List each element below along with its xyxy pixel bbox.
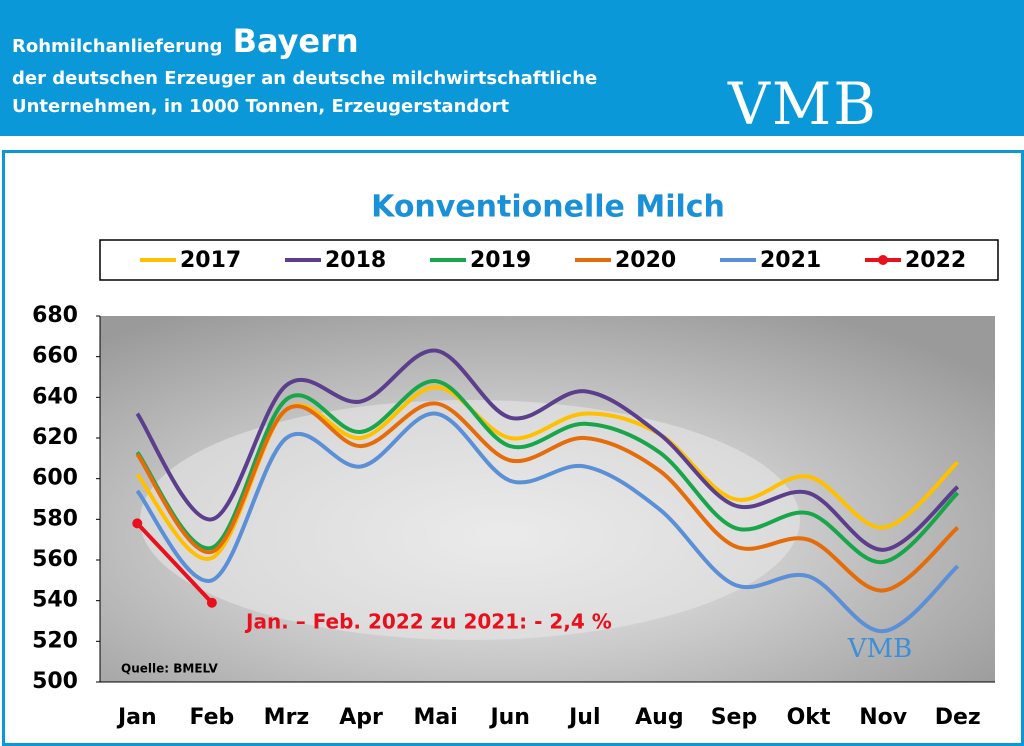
legend xyxy=(99,239,999,281)
legend-label: 2019 xyxy=(470,248,531,273)
y-tick-label: 520 xyxy=(32,628,78,653)
x-tick-label: Apr xyxy=(339,705,383,730)
series-marker xyxy=(132,518,143,529)
x-tick-label: Mai xyxy=(413,705,457,730)
x-tick-label: Jun xyxy=(488,705,530,730)
x-tick-label: Jul xyxy=(567,705,600,730)
series-line xyxy=(135,522,214,605)
title-prefix: Rohmilchanlieferung xyxy=(12,36,223,57)
y-tick-label: 560 xyxy=(32,547,78,572)
annotation: Jan. – Feb. 2022 zu 2021: - 2,4 % xyxy=(244,610,612,634)
header: Rohmilchanlieferung Bayern der deutschen … xyxy=(0,0,1024,138)
legend-label: 2018 xyxy=(325,248,386,273)
y-tick-label: 540 xyxy=(32,588,78,613)
y-tick-label: 580 xyxy=(32,506,78,531)
subtitle: der deutschen Erzeuger an deutsche milch… xyxy=(12,68,598,89)
x-tick-label: Feb xyxy=(189,705,234,730)
source: Quelle: BMELV xyxy=(121,662,219,676)
legend-label: 2017 xyxy=(180,248,241,273)
series-line xyxy=(135,379,960,565)
subtitle: Unternehmen, in 1000 Tonnen, Erzeugersta… xyxy=(12,96,510,117)
legend-label: 2021 xyxy=(760,248,821,273)
series-marker xyxy=(206,597,217,608)
x-tick-label: Dez xyxy=(935,705,981,730)
y-tick-label: 600 xyxy=(32,466,78,491)
y-tick-label: 620 xyxy=(32,425,78,450)
x-tick-label: Okt xyxy=(787,705,831,730)
x-tick-label: Sep xyxy=(711,705,758,730)
title-region: Bayern xyxy=(232,22,359,60)
legend-label: 2022 xyxy=(905,248,966,273)
y-tick-label: 660 xyxy=(32,344,78,369)
watermark-logo: VMB xyxy=(847,634,913,664)
x-tick-label: Nov xyxy=(859,705,908,730)
header-title: Rohmilchanlieferung Bayern xyxy=(12,22,359,60)
chart-title: Konventionelle Milch xyxy=(371,190,725,225)
logo: VMB xyxy=(728,70,878,138)
x-tick-label: Aug xyxy=(635,705,683,730)
series-line xyxy=(135,401,960,593)
x-tick-label: Jan xyxy=(116,705,157,730)
legend-marker xyxy=(878,255,888,265)
series-line xyxy=(135,348,960,552)
background-decoration xyxy=(140,400,800,640)
y-tick-label: 500 xyxy=(32,669,78,694)
legend-label: 2020 xyxy=(615,248,676,273)
series-line xyxy=(135,411,960,634)
y-tick-label: 680 xyxy=(32,303,78,328)
y-tick-label: 640 xyxy=(32,384,78,409)
x-tick-label: Mrz xyxy=(264,705,310,730)
